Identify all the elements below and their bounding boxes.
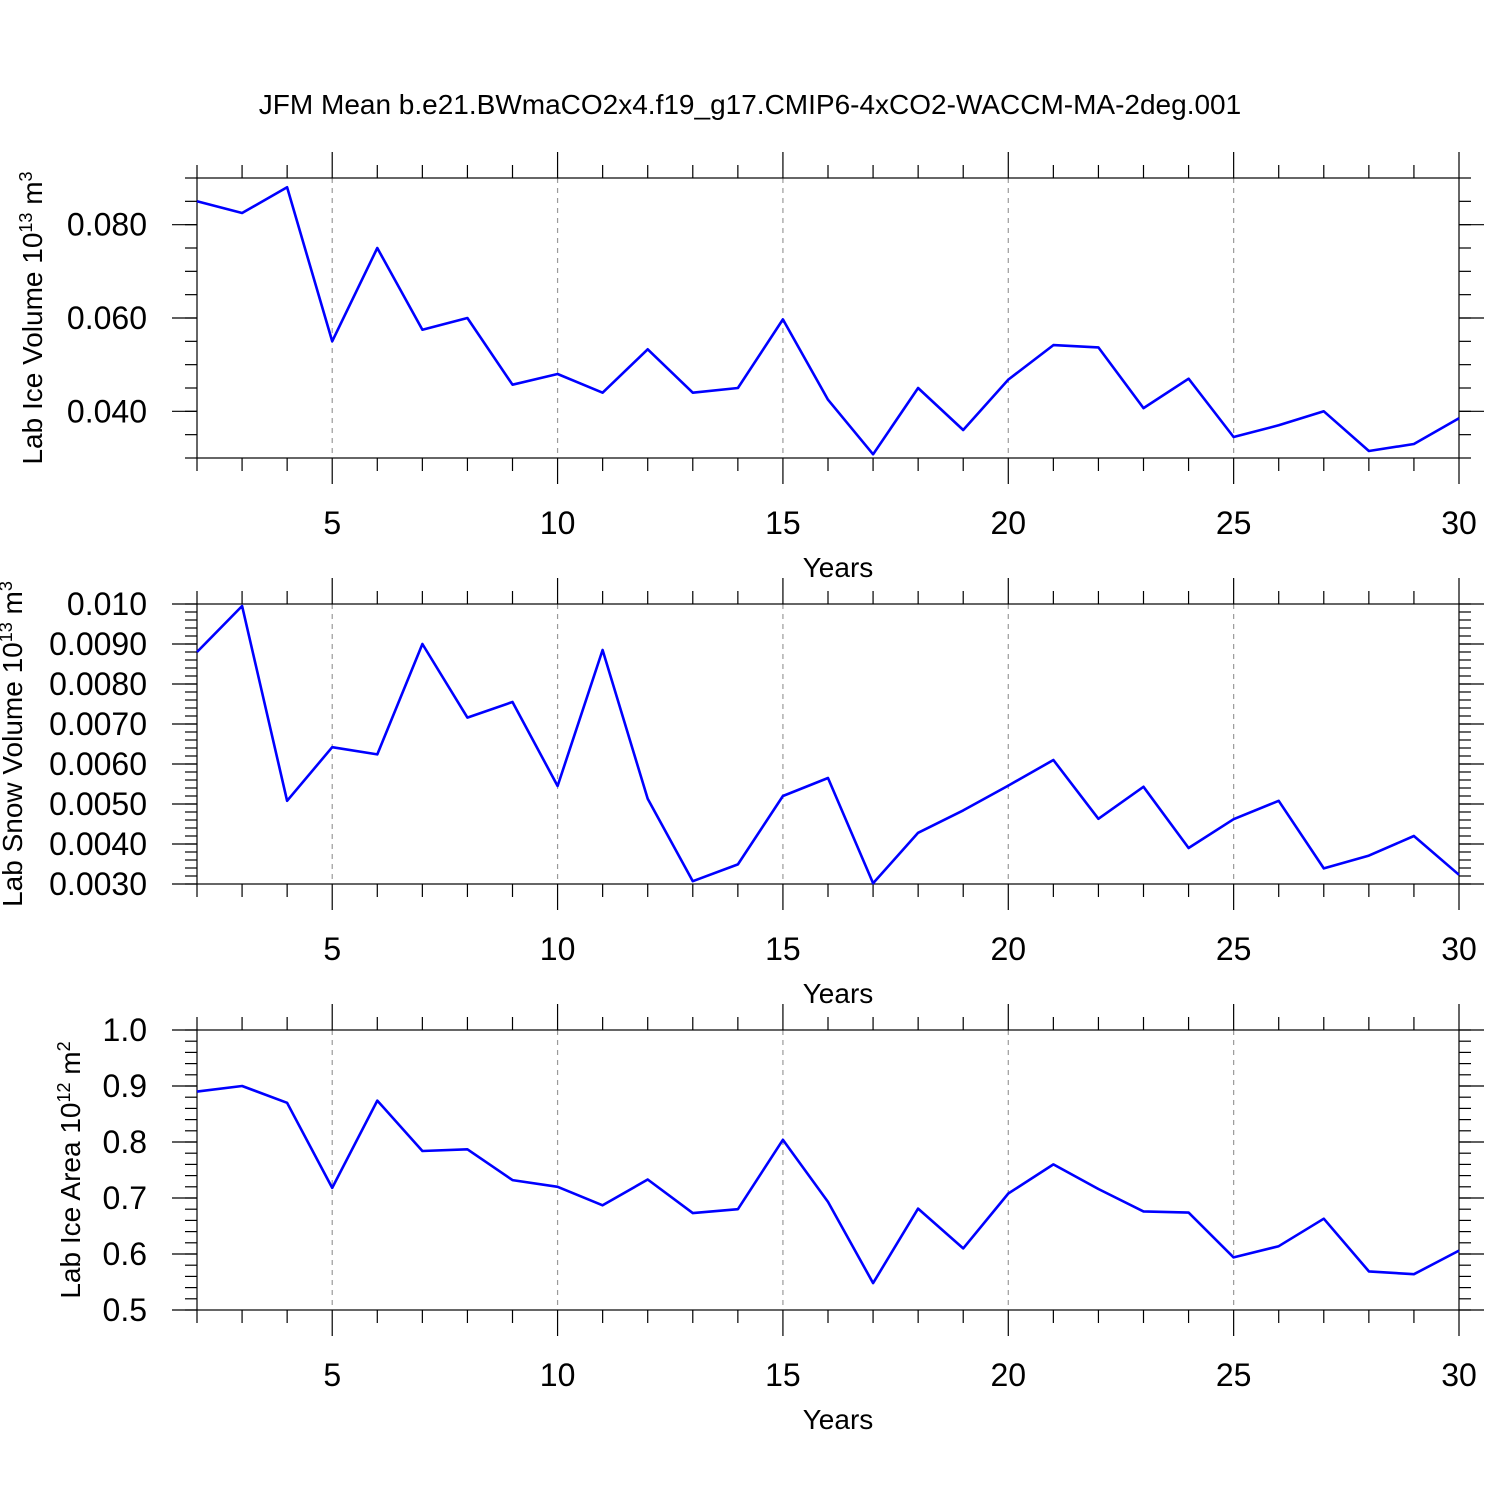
x-tick-label: 15 [765, 505, 801, 541]
chart-title: JFM Mean b.e21.BWmaCO2x4.f19_g17.CMIP6-4… [259, 89, 1241, 120]
chart-panel-3: 0.5 0.6 0.7 0.8 0.9 1.0 5 10 15 20 25 30 Years Lab Ic… [54, 1004, 1484, 1435]
series-line [196, 1084, 1460, 1285]
x-tick-label: 15 [765, 1357, 801, 1393]
y-tick-label: 0.0060 [49, 746, 147, 782]
x-tick-label: 15 [765, 931, 801, 967]
x-tick-label: 30 [1441, 505, 1477, 541]
x-tick-label: 5 [323, 1357, 341, 1393]
x-tick-label: 10 [540, 1357, 576, 1393]
y-tick-label: 0.0040 [49, 826, 147, 862]
y-tick-label: 0.5 [103, 1292, 147, 1328]
x-tick-label: 25 [1216, 1357, 1252, 1393]
y-tick-label: 1.0 [103, 1012, 147, 1048]
y-tick-label: 0.0030 [49, 866, 147, 902]
y-axis-title: Lab Snow Volume 1013 m3 [0, 581, 28, 907]
series-line [196, 604, 1460, 885]
y-tick-label: 0.0090 [49, 626, 147, 662]
x-tick-label: 10 [540, 505, 576, 541]
y-tick-label: 0.0070 [49, 706, 147, 742]
plot-frame [196, 177, 1460, 459]
y-axis-title: Lab Ice Volume 1013 m3 [16, 171, 48, 464]
y-tick-label: 0.080 [67, 207, 147, 243]
y-tick-label: 0.060 [67, 300, 147, 336]
y-tick-label: 0.010 [67, 586, 147, 622]
y-tick-label: 0.0080 [49, 666, 147, 702]
x-axis-title: Years [803, 552, 874, 583]
y-tick-label: 0.7 [103, 1180, 147, 1216]
x-tick-label: 25 [1216, 931, 1252, 967]
x-tick-label: 20 [990, 1357, 1026, 1393]
y-tick-label: 0.0050 [49, 786, 147, 822]
x-tick-label: 25 [1216, 505, 1252, 541]
x-axis-title: Years [803, 1404, 874, 1435]
x-tick-label: 20 [990, 931, 1026, 967]
chart-panel-1: 0.040 0.060 0.080 5 10 15 20 25 30 Years Lab Ice V… [16, 152, 1484, 583]
y-tick-label: 0.6 [103, 1236, 147, 1272]
x-tick-label: 30 [1441, 1357, 1477, 1393]
x-tick-label: 30 [1441, 931, 1477, 967]
y-axis-title: Lab Ice Area 1012 m2 [54, 1041, 86, 1298]
x-tick-label: 10 [540, 931, 576, 967]
x-axis-title: Years [803, 978, 874, 1009]
y-tick-label: 0.8 [103, 1124, 147, 1160]
chart-panels: 0.040 0.060 0.080 5 10 15 20 25 30 Years Lab Ice V… [0, 152, 1484, 1435]
plot-frame [196, 1029, 1460, 1311]
chart-panel-2: 0.0030 0.0040 0.0050 0.0060 0.0070 0.0080 0.00… [0, 578, 1484, 1009]
x-tick-label: 5 [323, 505, 341, 541]
y-tick-label: 0.040 [67, 393, 147, 429]
y-tick-label: 0.9 [103, 1068, 147, 1104]
series-line [196, 186, 1460, 456]
x-tick-label: 20 [990, 505, 1026, 541]
plot-frame [196, 603, 1460, 885]
x-tick-label: 5 [323, 931, 341, 967]
